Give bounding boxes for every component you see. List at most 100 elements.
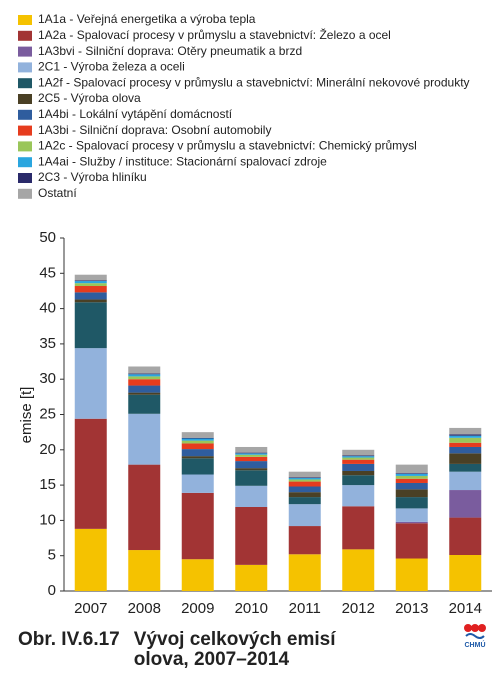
bar-segment [235, 454, 268, 457]
legend-swatch [18, 188, 32, 199]
bar-segment [181, 559, 214, 591]
bar-segment [342, 470, 375, 476]
bar-segment [342, 449, 375, 456]
legend-label: 1A2a - Spalovací procesy v průmyslu a st… [38, 27, 391, 42]
bar-segment [235, 485, 268, 507]
legend-label: 1A1a - Veřejná energetika a výroba tepla [38, 12, 256, 26]
bar-segment [395, 489, 428, 498]
bar-segment [181, 474, 214, 493]
bar-segment [449, 517, 482, 555]
legend-label: 2C1 - Výroba železa a oceli [38, 60, 185, 74]
legend-label: 1A4bi - Lokální vytápění domácností [38, 107, 233, 121]
bar-segment [449, 434, 482, 436]
legend-swatch [18, 157, 32, 168]
bar-segment [128, 464, 161, 551]
legend-swatch [18, 62, 32, 73]
bar-segment [288, 492, 321, 498]
bar-segment [181, 443, 214, 450]
bar-segment [235, 506, 268, 565]
bar-segment [342, 455, 375, 457]
bar-segment [181, 437, 214, 439]
bar-segment [288, 504, 321, 527]
bar-segment [74, 302, 107, 349]
bar-segment [395, 475, 428, 479]
bar-segment [449, 442, 482, 447]
legend-label: 2C3 - Výroba hliníku [38, 170, 147, 184]
x-tick-label: 2014 [449, 600, 482, 617]
bar-segment [449, 471, 482, 491]
bar-segment [288, 471, 321, 478]
bar-segment [449, 463, 482, 472]
bar-segment [395, 473, 428, 474]
bar-segment [449, 490, 482, 518]
bar-segment [235, 461, 268, 469]
legend-swatch [18, 94, 32, 104]
bar-segment [74, 283, 107, 287]
bar-segment [235, 453, 268, 455]
bar-segment [395, 523, 428, 559]
logo-text: CHMÚ [464, 642, 486, 649]
y-tick-label: 40 [39, 300, 56, 317]
bar-segment [395, 508, 428, 522]
x-tick-label: 2008 [128, 600, 161, 617]
y-tick-label: 45 [39, 264, 56, 281]
bar-segment [181, 449, 214, 457]
bar-segment [449, 554, 482, 591]
bar-segment [288, 526, 321, 555]
legend-label: Ostatní [38, 186, 77, 200]
bar-segment [74, 280, 107, 282]
legend-label: 1A2c - Spalovací procesy v průmyslu a st… [38, 139, 417, 153]
bar-segment [74, 292, 107, 300]
legend-label: 2C5 - Výroba olova [38, 91, 141, 105]
y-tick-label: 30 [39, 370, 56, 387]
bar-segment [342, 456, 375, 458]
legend-swatch [18, 109, 32, 120]
x-tick-label: 2010 [235, 600, 268, 617]
bar-segment [449, 427, 482, 435]
bar-segment [181, 440, 214, 444]
bar-segment [128, 385, 161, 393]
bar-segment [128, 413, 161, 465]
y-tick-label: 50 [39, 229, 56, 246]
legend-swatch [18, 141, 32, 152]
bar-segment [181, 432, 214, 438]
bar-segment [395, 482, 428, 490]
bar-segment [181, 458, 214, 475]
x-tick-label: 2009 [181, 600, 214, 617]
bar-segment [128, 374, 161, 377]
y-tick-label: 10 [39, 511, 56, 528]
bar-segment [288, 481, 321, 487]
bar-segment [128, 366, 161, 374]
caption: Obr. IV.6.17 Vývoj celkových emisí olova… [18, 630, 438, 670]
legend-swatch [18, 78, 32, 89]
chart: emise [t] 0 5 10 15 20 25 30 35 40 45 50 1A1a - Veř… [18, 12, 492, 617]
legend-swatch [18, 173, 32, 183]
bar-segment [235, 468, 268, 471]
x-tick-label: 2007 [74, 600, 107, 617]
bar-segment [449, 435, 482, 438]
legend-label: 1A4ai - Služby / instituce: Stacionární … [38, 154, 327, 168]
bar-segment [128, 373, 161, 375]
y-tick-label: 5 [48, 547, 56, 564]
logo-icon [464, 624, 486, 639]
bar-segment [449, 437, 482, 443]
bar-segment [288, 477, 321, 479]
legend-swatch [18, 46, 32, 57]
bar-segment [395, 558, 428, 591]
bar-segment [395, 473, 428, 476]
figure-label: Obr. IV.6.17 [18, 629, 120, 650]
chart-title: Vývoj celkových emisí olova, 2007–2014 [133, 629, 336, 670]
bar-segment [128, 392, 161, 395]
bar-segment [74, 528, 107, 591]
bar-segment [235, 452, 268, 454]
legend-label: 1A3bvi - Silniční doprava: Otěry pneumat… [38, 44, 302, 58]
bar-segment [74, 274, 107, 281]
bar-segment [235, 470, 268, 486]
legend-label: 1A2f - Spalovací procesy v průmyslu a st… [38, 75, 470, 89]
bar-segment [395, 497, 428, 509]
bar-segment [235, 456, 268, 462]
x-tick-label: 2011 [289, 600, 321, 617]
bar-segment [128, 379, 161, 386]
bar-segment [342, 475, 375, 486]
